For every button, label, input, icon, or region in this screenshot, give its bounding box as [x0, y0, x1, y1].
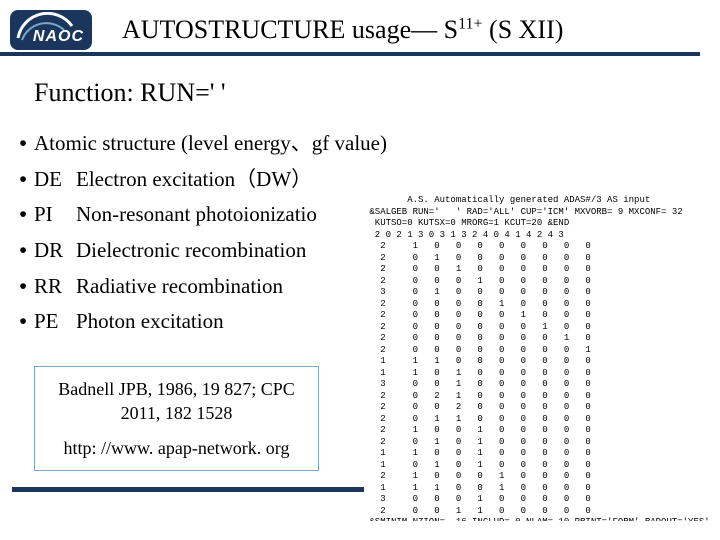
logo-text: NAOC	[33, 28, 84, 46]
item-text: Non-resonant photoionizatio	[76, 197, 317, 233]
item-code: DE	[34, 162, 76, 198]
list-item: •Atomic structure (level energy、gf value…	[12, 126, 720, 162]
item-code: DR	[34, 233, 76, 269]
list-item: •DEElectron excitation（DW）	[12, 162, 720, 198]
logo: NAOC	[10, 10, 92, 50]
ref-url: http: //www. apap-network. org	[47, 436, 306, 460]
item-code: PE	[34, 304, 76, 340]
bullet-icon: •	[12, 126, 34, 162]
item-text: Radiative recombination	[76, 269, 283, 305]
bullet-icon: •	[12, 162, 34, 198]
item-text: Dielectronic recombination	[76, 233, 306, 269]
item-code: RR	[34, 269, 76, 305]
page-title: AUTOSTRUCTURE usage— S11+ (S XII)	[122, 15, 563, 45]
bullet-icon: •	[12, 197, 34, 233]
function-line: Function: RUN=' '	[34, 78, 720, 108]
data-panel: A.S. Automatically generated ADAS#/3 AS …	[364, 195, 716, 521]
bullet-icon: •	[12, 269, 34, 305]
item-text: Photon excitation	[76, 304, 224, 340]
bottom-bar	[12, 487, 366, 492]
ref-citation: Badnell JPB, 1986, 19 827; CPC 2011, 182…	[47, 377, 306, 426]
bullet-icon: •	[12, 233, 34, 269]
item-code: PI	[34, 197, 76, 233]
reference-box: Badnell JPB, 1986, 19 827; CPC 2011, 182…	[34, 366, 319, 471]
item-text: Atomic structure (level energy、gf value)	[34, 126, 387, 162]
item-text: Electron excitation（DW）	[76, 162, 312, 198]
bullet-icon: •	[12, 304, 34, 340]
title-underline	[0, 52, 700, 56]
title-tail: (S XII)	[483, 15, 564, 44]
title-sup: 11+	[458, 15, 482, 32]
title-main: AUTOSTRUCTURE usage— S	[122, 15, 458, 44]
